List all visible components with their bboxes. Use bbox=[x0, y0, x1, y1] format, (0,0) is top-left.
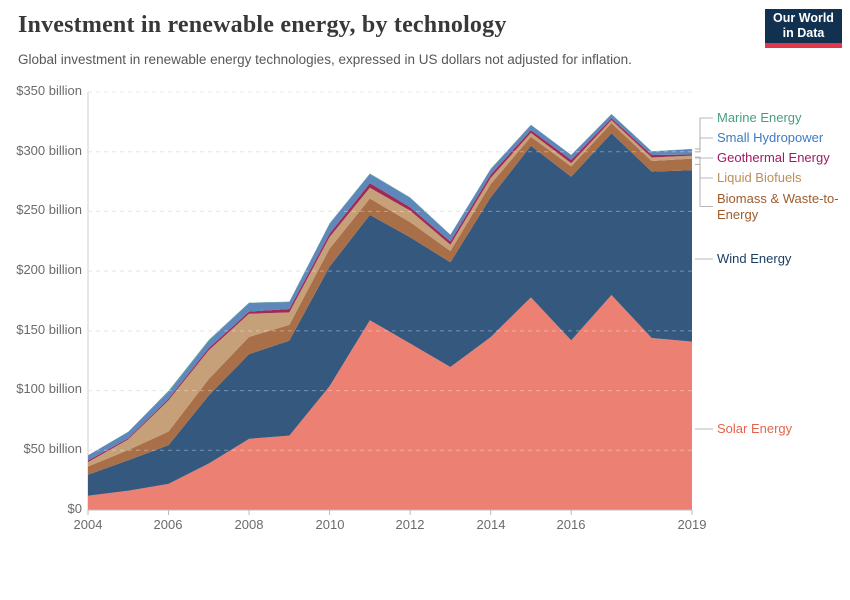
legend-item-solar-energy[interactable]: Solar Energy bbox=[717, 420, 793, 436]
owid-logo-stripe bbox=[765, 43, 842, 48]
y-axis-label: $300 billion bbox=[16, 142, 82, 158]
legend-connector bbox=[695, 163, 713, 208]
x-axis-label: 2016 bbox=[556, 517, 586, 532]
legend-item-liquid-biofuels[interactable]: Liquid Biofuels bbox=[717, 170, 802, 185]
legend-item-small-hydropower[interactable]: Small Hydropower bbox=[717, 130, 824, 145]
page-title: Investment in renewable energy, by techn… bbox=[18, 12, 507, 38]
x-axis-label: 2004 bbox=[73, 517, 103, 532]
y-axis-label: $200 billion bbox=[16, 262, 82, 277]
solar-energy-area[interactable] bbox=[88, 295, 692, 510]
x-axis-label: 2012 bbox=[395, 517, 425, 532]
x-axis-label: 2006 bbox=[153, 517, 183, 532]
wind-energy-area[interactable] bbox=[88, 133, 692, 496]
owid-logo-text: Our World in Data bbox=[773, 11, 834, 40]
legend-item-biomass-waste[interactable]: Biomass & Waste-to-Energy bbox=[717, 191, 839, 222]
legend-connector bbox=[695, 117, 713, 150]
legend-item-geothermal[interactable]: Geothermal Energy bbox=[717, 150, 830, 165]
y-axis-label: $350 billion bbox=[16, 83, 82, 98]
y-axis-label: $0 bbox=[67, 501, 82, 516]
x-axis-label: 2010 bbox=[315, 517, 345, 532]
x-axis-label: 2019 bbox=[677, 517, 707, 532]
legend-connector bbox=[695, 156, 713, 179]
y-axis-label: $150 billion bbox=[16, 321, 82, 337]
chart-subtitle: Global investment in renewable energy te… bbox=[18, 52, 632, 67]
owid-logo: Our World in Data bbox=[765, 9, 842, 48]
legend-connector bbox=[695, 137, 713, 153]
chart-footer: Data source: Frankfurt School-UNEP Centr… bbox=[0, 538, 850, 600]
y-axis-label: $100 billion bbox=[16, 381, 82, 396]
x-axis-label: 2008 bbox=[234, 517, 264, 532]
x-axis-label: 2014 bbox=[476, 517, 506, 532]
y-axis-label: $50 billion bbox=[23, 441, 82, 456]
legend-item-wind-energy[interactable]: Wind Energy bbox=[717, 250, 792, 266]
legend-item-marine-energy[interactable]: Marine Energy bbox=[717, 110, 802, 125]
liquid-biofuels-area[interactable] bbox=[88, 120, 692, 467]
y-axis-label: $250 billion bbox=[16, 202, 82, 217]
